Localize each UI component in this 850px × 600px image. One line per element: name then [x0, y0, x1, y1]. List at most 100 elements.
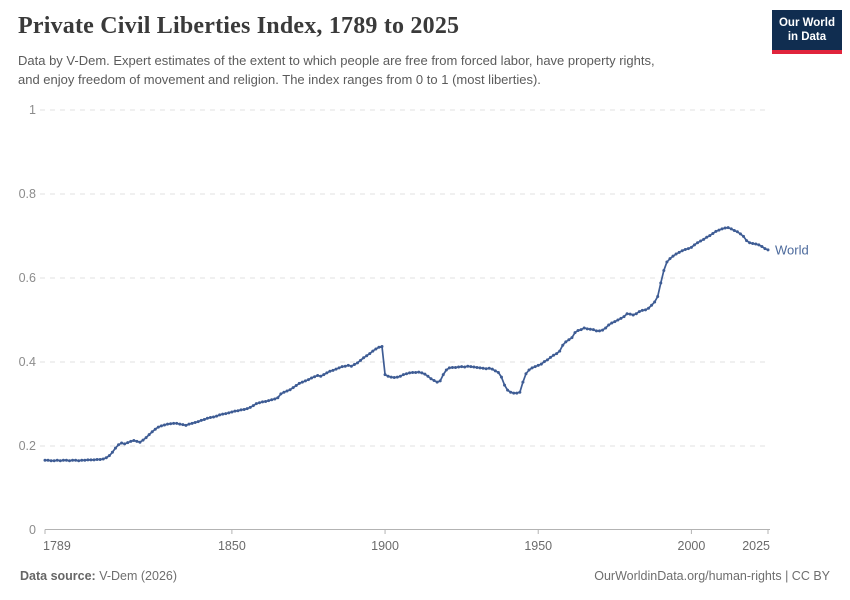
data-point-marker — [123, 442, 127, 446]
data-point-marker — [766, 248, 770, 252]
data-point-marker — [405, 372, 408, 376]
page-title: Private Civil Liberties Index, 1789 to 2… — [18, 13, 460, 39]
data-point-marker — [659, 281, 663, 285]
data-point-marker — [141, 438, 145, 442]
x-tick-label: 1900 — [371, 539, 399, 553]
data-point-marker — [107, 454, 111, 458]
data-point-marker — [435, 380, 439, 384]
data-point-marker — [218, 413, 222, 417]
data-source-note: Data source: V-Dem (2026) — [20, 569, 177, 583]
data-point-marker — [548, 355, 552, 359]
y-tick-label: 0.8 — [19, 187, 36, 201]
y-tick-label: 0 — [29, 523, 36, 537]
series-label-world[interactable]: World — [775, 242, 809, 257]
data-point-marker — [745, 239, 749, 243]
y-tick-label: 0.2 — [19, 439, 36, 453]
y-tick-label: 0.4 — [19, 355, 36, 369]
data-point-marker — [536, 363, 540, 367]
data-point-marker — [80, 458, 84, 462]
data-point-marker — [738, 232, 742, 236]
data-point-marker — [205, 416, 209, 420]
owid-logo-line2: in Data — [787, 31, 827, 43]
data-point-marker — [509, 390, 513, 394]
data-point-marker — [754, 242, 758, 246]
data-source-value: V-Dem (2026) — [95, 569, 178, 583]
data-point-marker — [392, 376, 396, 380]
data-point-marker — [496, 371, 500, 374]
data-point-marker — [447, 366, 451, 370]
data-point-marker — [601, 328, 605, 332]
data-point-marker — [395, 375, 399, 379]
data-point-marker — [199, 418, 203, 422]
data-point-marker — [322, 373, 326, 377]
credit-link[interactable]: OurWorldinData.org/human-rights | CC BY — [594, 569, 830, 583]
data-point-marker — [89, 458, 93, 462]
data-point-marker — [604, 326, 608, 330]
data-point-marker — [166, 422, 170, 426]
data-point-marker — [153, 427, 157, 431]
data-point-marker — [711, 231, 715, 235]
data-point-marker — [193, 420, 197, 424]
data-point-marker — [478, 366, 482, 370]
data-point-marker — [95, 457, 99, 461]
data-point-marker — [355, 361, 359, 365]
data-point-marker — [674, 252, 678, 256]
data-point-marker — [689, 245, 693, 249]
data-point-marker — [227, 411, 231, 415]
data-point-marker — [368, 352, 372, 356]
owid-logo[interactable]: Our World in Data — [771, 10, 842, 54]
data-point-marker — [555, 352, 559, 356]
data-point-marker — [429, 377, 433, 381]
data-source-label: Data source: — [20, 569, 96, 583]
data-point-marker — [221, 412, 225, 416]
data-point-marker — [503, 383, 507, 387]
data-point-marker — [215, 414, 219, 418]
data-point-marker — [567, 338, 571, 342]
data-point-marker — [101, 457, 105, 461]
data-point-marker — [68, 459, 72, 463]
data-point-marker — [610, 321, 614, 325]
data-point-marker — [668, 257, 672, 261]
x-axis — [44, 529, 770, 534]
data-point-marker — [591, 328, 595, 332]
data-point-marker — [423, 372, 427, 376]
data-point-marker — [113, 446, 117, 450]
data-point-marker — [760, 245, 764, 248]
data-point-marker — [104, 456, 108, 460]
data-point-marker — [58, 459, 62, 463]
data-point-marker — [254, 402, 258, 406]
data-point-marker — [542, 360, 546, 364]
data-point-marker — [561, 343, 565, 347]
data-point-marker — [52, 459, 56, 463]
data-point-marker — [625, 312, 629, 316]
data-point-marker — [417, 370, 421, 374]
data-point-marker — [144, 436, 148, 440]
data-point-marker — [515, 391, 519, 395]
data-point-marker — [763, 247, 767, 251]
data-point-marker — [251, 404, 255, 408]
data-point-marker — [349, 364, 353, 368]
data-point-marker — [524, 372, 528, 376]
data-point-marker — [230, 410, 234, 414]
data-point-marker — [444, 368, 448, 372]
data-point-marker — [408, 371, 412, 375]
data-point-marker — [138, 440, 142, 444]
data-point-marker — [726, 226, 730, 230]
data-point-marker — [208, 415, 212, 419]
world-line[interactable] — [45, 226, 769, 462]
data-point-marker — [224, 412, 228, 416]
data-point-marker — [328, 369, 332, 373]
data-point-marker — [643, 308, 647, 312]
data-point-marker — [359, 358, 363, 362]
data-point-marker — [43, 458, 47, 462]
data-point-marker — [377, 345, 381, 349]
data-point-marker — [282, 390, 286, 394]
data-point-marker — [656, 294, 660, 298]
data-point-marker — [162, 423, 166, 427]
data-point-marker — [481, 366, 485, 370]
data-point-marker — [426, 374, 430, 378]
data-point-marker — [310, 376, 314, 380]
data-point-marker — [469, 365, 473, 369]
